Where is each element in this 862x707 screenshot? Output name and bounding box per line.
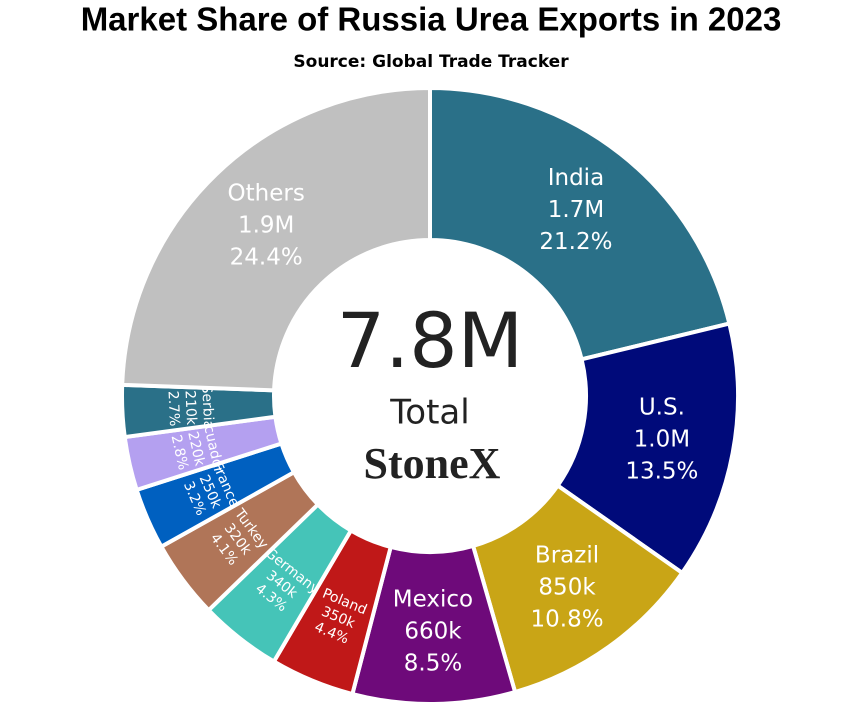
slice-label-line: Others [228, 181, 305, 207]
slice-label-line: U.S. [639, 394, 685, 420]
slice-label: Mexico 660k 8.5% [393, 586, 473, 676]
slice-label-line: 210k [181, 390, 199, 426]
slice-label-line: 850k [538, 575, 596, 601]
slice-label-line: 2.8% [168, 433, 191, 471]
slice-label-line: India [548, 165, 604, 191]
slice-label-line: Mexico [393, 586, 473, 612]
slice-label-line: Serbia [198, 384, 216, 429]
slice-label-line: 1.0M [634, 426, 690, 452]
total-value: 7.8M [337, 296, 523, 385]
slice-label-line: 1.7M [548, 197, 604, 223]
total-caption: Total [389, 393, 469, 433]
slice-label: India 1.7M 21.2% [539, 165, 612, 255]
logo: StoneX [364, 439, 501, 488]
slice [554, 321, 740, 576]
slice-label-line: 13.5% [625, 458, 698, 484]
chart-title: Market Share of Russia Urea Exports in 2… [81, 1, 782, 38]
slice [428, 85, 732, 362]
slice-label-line: 10.8% [530, 607, 603, 633]
slices: India 1.7M 21.2% U.S. 1.0M 13.5% Brazil 850k 10.… [120, 85, 740, 706]
slice [120, 85, 432, 393]
slice-label-line: 8.5% [404, 650, 462, 676]
slice-label-line: 220k [184, 430, 207, 468]
slice-label-line: 21.2% [539, 229, 612, 255]
slice-label-line: 2.7% [164, 390, 182, 426]
slice-label: U.S. 1.0M 13.5% [625, 394, 698, 484]
slice-label-line: 660k [404, 618, 462, 644]
slice-label-line: 1.9M [238, 213, 294, 239]
slice-label-line: Brazil [535, 543, 599, 569]
slice-label-line: 24.4% [230, 245, 303, 271]
chart-subtitle: Source: Global Trade Tracker [293, 52, 569, 72]
slice-label: Others 1.9M 24.4% [228, 181, 305, 271]
slice-label: Brazil 850k 10.8% [530, 543, 603, 633]
